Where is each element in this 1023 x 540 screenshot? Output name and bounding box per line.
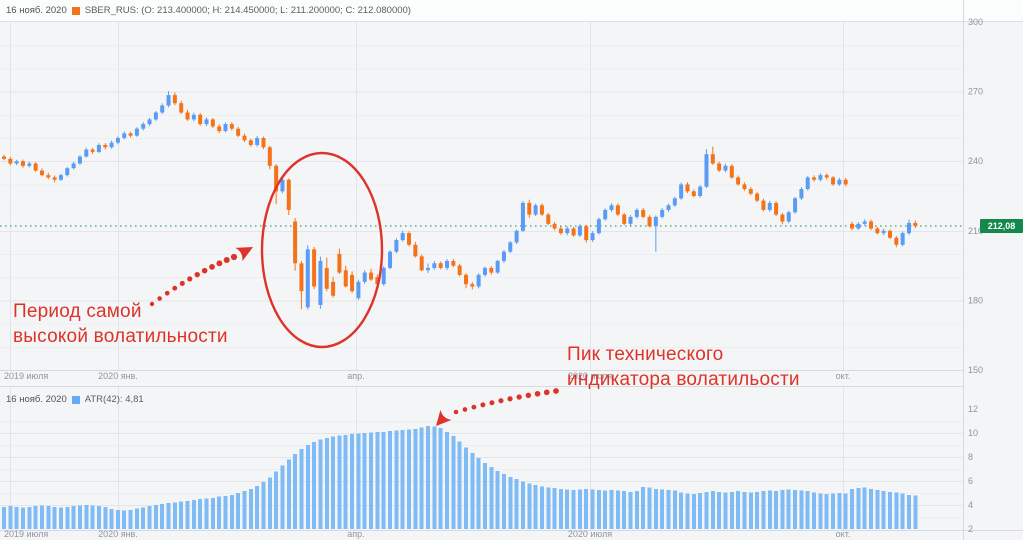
arrow-dot	[187, 276, 193, 282]
atr-indicator-legend[interactable]: 16 нояб. 2020 ATR(42): 4,81	[6, 394, 144, 405]
axis-tick-label: 10	[968, 428, 978, 438]
legend-date: 16 нояб. 2020	[6, 5, 67, 16]
annotation-volatility-period: Период самой высокой волатильности	[13, 299, 228, 349]
axis-tick-label: апр.	[347, 529, 364, 539]
axis-tick-label: 2019 июля	[4, 529, 48, 539]
axis-tick-label: апр.	[347, 371, 364, 381]
atr-color-swatch	[71, 395, 80, 404]
arrow-dot	[157, 296, 162, 301]
arrow-dot	[553, 388, 559, 394]
axis-tick-label: 150	[968, 365, 983, 375]
legend-symbol-ohlc[interactable]: SBER_RUS: (O: 213.400000; H: 214.450000;…	[84, 5, 411, 16]
arrow-dot	[179, 280, 185, 286]
atr-histogram	[2, 425, 918, 529]
last-price-tag[interactable]: 212,08	[980, 219, 1023, 233]
axis-tick-label: 2020 янв.	[98, 529, 138, 539]
gridlines	[0, 22, 963, 530]
axis-tick-label: 4	[968, 500, 973, 510]
arrow-dot	[209, 263, 215, 270]
axis-tick-label: 6	[968, 476, 973, 486]
axis-tick-label: 2020 июля	[568, 529, 612, 539]
arrow-dot	[507, 396, 513, 402]
axis-tick-label: 2020 янв.	[98, 371, 138, 381]
candlestick-series	[2, 91, 918, 310]
arrow-dot	[201, 267, 208, 274]
arrow-dot	[462, 407, 468, 412]
axis-tick-label: 180	[968, 295, 983, 305]
arrow-dot	[534, 390, 541, 397]
annotation-line: высокой волатильности	[13, 326, 228, 347]
arrow-dot	[525, 392, 532, 399]
axis-tick-label: окт.	[836, 529, 851, 539]
series-color-swatch	[71, 6, 80, 15]
arrow-dot	[216, 260, 223, 267]
axis-tick-label: 210	[968, 226, 983, 236]
atr-legend-date: 16 нояб. 2020	[6, 394, 67, 405]
axis-tick-label: 2	[968, 524, 973, 534]
arrow-dot	[480, 402, 486, 408]
arrow-dot	[230, 253, 238, 261]
arrow-dot	[471, 404, 477, 410]
arrow-dot	[172, 285, 178, 291]
main-series-legend[interactable]: 16 нояб. 2020 SBER_RUS: (O: 213.400000; …	[6, 5, 411, 16]
annotation-atr-peak: Пик технического индикатора волатильости	[567, 342, 800, 392]
axis-tick-label: 300	[968, 17, 983, 27]
axis-tick-label: 270	[968, 87, 983, 97]
axis-tick-label: 12	[968, 404, 978, 414]
red-annotations	[149, 151, 559, 426]
axis-tick-labels: 300 270 240 210 180 150 12 10 8 6 4 2 2019 июля 2019 …	[4, 17, 983, 539]
axis-tick-label: 2019 июля	[4, 371, 48, 381]
arrow-dot	[516, 394, 522, 400]
arrow-dot	[223, 257, 230, 264]
chart-header-strip	[0, 0, 1023, 22]
arrow-dot	[453, 409, 459, 415]
annotation-line: индикатора волатильости	[567, 369, 800, 390]
arrow-dot	[489, 400, 495, 406]
arrow-dot	[149, 301, 155, 307]
atr-legend-label[interactable]: ATR(42): 4,81	[84, 394, 144, 405]
axis-tick-label: 8	[968, 452, 973, 462]
arrow-head	[235, 247, 253, 262]
arrow-dot	[543, 389, 550, 396]
annotation-line: Период самой	[13, 301, 142, 322]
axis-tick-label: окт.	[836, 371, 851, 381]
arrow-dot	[498, 398, 504, 404]
arrow-dot	[194, 271, 200, 278]
arrow-head	[436, 409, 452, 426]
arrow-dot	[164, 290, 170, 296]
axis-tick-label: 240	[968, 156, 983, 166]
volatility-ellipse	[260, 151, 384, 349]
axis-tick-label: 2020 июля	[568, 371, 612, 381]
annotation-line: Пик технического	[567, 344, 724, 365]
